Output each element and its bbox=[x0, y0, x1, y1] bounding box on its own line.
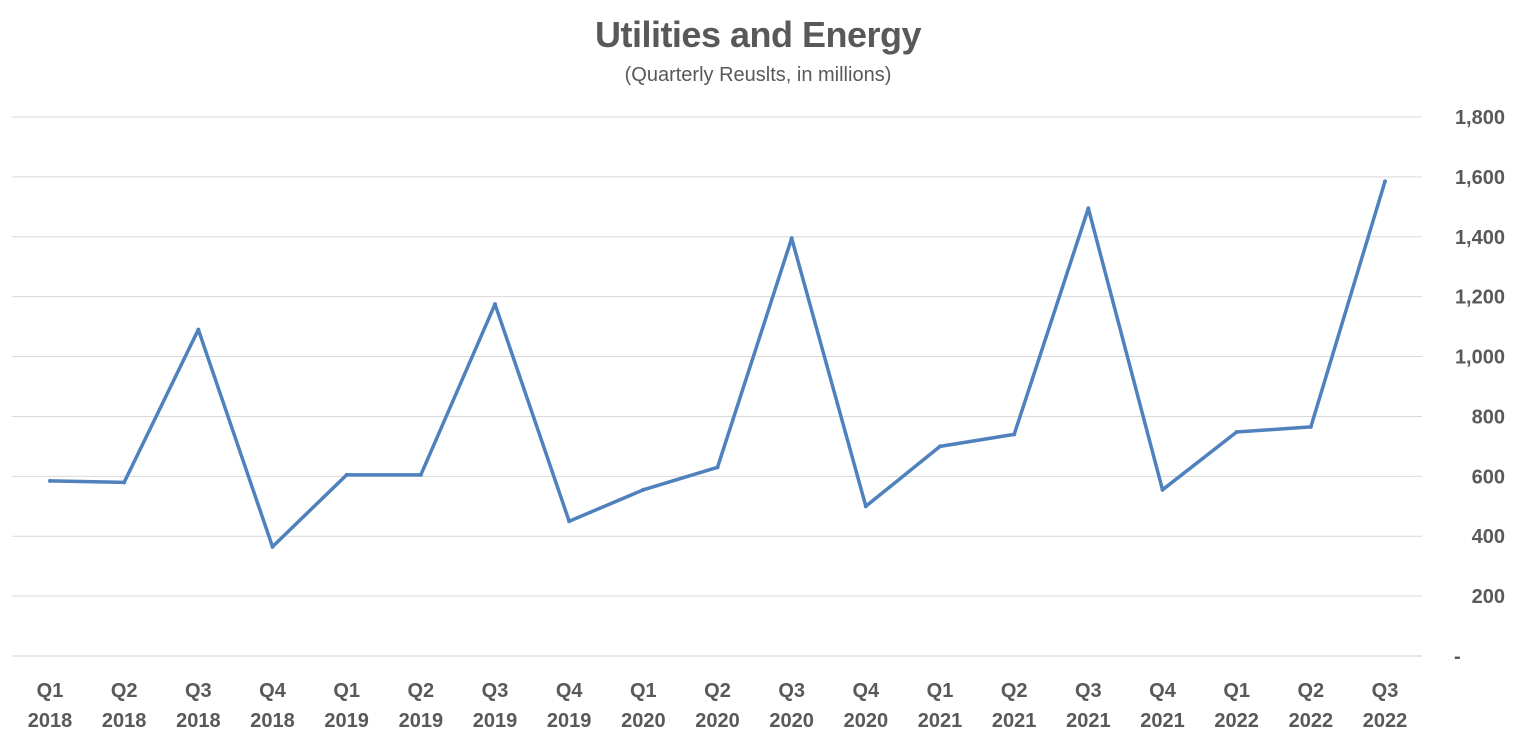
x-tick-year: 2021 bbox=[1140, 710, 1185, 732]
x-tick-quarter: Q2 bbox=[407, 680, 434, 702]
data-point bbox=[1160, 487, 1165, 492]
y-tick-label: 1,000 bbox=[1455, 347, 1505, 369]
y-tick-label: 200 bbox=[1472, 586, 1505, 608]
x-tick-label: Q1 2021 bbox=[918, 680, 963, 732]
x-tick-label: Q2 2019 bbox=[399, 680, 444, 732]
x-tick-quarter: Q2 bbox=[1297, 680, 1324, 702]
x-tick-quarter: Q3 bbox=[1075, 680, 1102, 702]
data-point bbox=[418, 472, 423, 477]
x-tick-quarter: Q3 bbox=[185, 680, 212, 702]
x-tick-quarter: Q4 bbox=[852, 680, 880, 702]
data-point bbox=[715, 465, 720, 470]
data-point bbox=[1308, 424, 1313, 429]
x-tick-year: 2018 bbox=[28, 710, 73, 732]
x-tick-label: Q4 2021 bbox=[1140, 680, 1185, 732]
x-tick-quarter: Q2 bbox=[704, 680, 731, 702]
x-tick-year: 2020 bbox=[621, 710, 666, 732]
x-tick-quarter: Q1 bbox=[927, 680, 954, 702]
data-point bbox=[344, 472, 349, 477]
x-tick-year: 2021 bbox=[1066, 710, 1111, 732]
x-tick-quarter: Q4 bbox=[1149, 680, 1177, 702]
x-tick-label: Q2 2022 bbox=[1289, 680, 1334, 732]
series-group bbox=[48, 179, 1387, 549]
data-point bbox=[48, 478, 52, 483]
x-tick-year: 2022 bbox=[1363, 710, 1408, 732]
x-axis: Q1 2018 Q2 2018 Q3 2018 Q4 2018 Q1 2019 Q2 2019 Q3 20… bbox=[28, 680, 1408, 732]
x-tick-quarter: Q4 bbox=[556, 680, 584, 702]
x-tick-year: 2020 bbox=[769, 710, 814, 732]
y-tick-label: 1,600 bbox=[1455, 167, 1505, 189]
x-tick-year: 2019 bbox=[399, 710, 444, 732]
data-point bbox=[1012, 432, 1017, 437]
x-tick-label: Q4 2020 bbox=[844, 680, 889, 732]
x-tick-year: 2022 bbox=[1289, 710, 1334, 732]
x-tick-year: 2021 bbox=[918, 710, 963, 732]
data-point bbox=[196, 327, 201, 332]
x-tick-quarter: Q2 bbox=[111, 680, 138, 702]
x-tick-year: 2019 bbox=[473, 710, 518, 732]
data-point bbox=[493, 302, 497, 307]
x-tick-quarter: Q3 bbox=[1372, 680, 1399, 702]
x-tick-label: Q2 2020 bbox=[695, 680, 740, 732]
x-tick-label: Q1 2022 bbox=[1214, 680, 1259, 732]
gridlines bbox=[12, 116, 1422, 657]
data-point bbox=[789, 236, 794, 241]
data-point bbox=[863, 504, 868, 509]
data-point bbox=[567, 519, 572, 524]
data-point bbox=[641, 487, 646, 492]
x-tick-quarter: Q1 bbox=[333, 680, 360, 702]
x-tick-label: Q4 2019 bbox=[547, 680, 592, 732]
x-tick-year: 2021 bbox=[992, 710, 1037, 732]
y-tick-label: 1,400 bbox=[1455, 227, 1505, 249]
y-tick-label: 1,800 bbox=[1455, 107, 1505, 129]
x-tick-label: Q2 2018 bbox=[102, 680, 147, 732]
x-tick-label: Q1 2019 bbox=[324, 680, 369, 732]
x-tick-quarter: Q3 bbox=[482, 680, 509, 702]
x-tick-label: Q3 2020 bbox=[769, 680, 814, 732]
data-point bbox=[938, 444, 942, 449]
x-tick-label: Q2 2021 bbox=[992, 680, 1037, 732]
x-tick-label: Q1 2018 bbox=[28, 680, 73, 732]
y-tick-label: 600 bbox=[1472, 466, 1505, 488]
x-tick-quarter: Q2 bbox=[1001, 680, 1028, 702]
x-tick-year: 2020 bbox=[695, 710, 740, 732]
series-line bbox=[48, 179, 1387, 549]
x-tick-year: 2018 bbox=[250, 710, 295, 732]
x-tick-label: Q4 2018 bbox=[250, 680, 295, 732]
data-point bbox=[270, 544, 275, 549]
y-tick-label: 800 bbox=[1472, 406, 1505, 428]
x-tick-year: 2019 bbox=[324, 710, 369, 732]
x-tick-year: 2018 bbox=[102, 710, 147, 732]
data-point bbox=[1383, 179, 1387, 184]
chart-subtitle: (Quarterly Reuslts, in millions) bbox=[624, 64, 892, 86]
x-tick-quarter: Q1 bbox=[1223, 680, 1250, 702]
x-tick-label: Q3 2022 bbox=[1363, 680, 1408, 732]
x-tick-label: Q3 2018 bbox=[176, 680, 221, 732]
x-tick-label: Q3 2021 bbox=[1066, 680, 1111, 732]
x-tick-year: 2018 bbox=[176, 710, 221, 732]
x-tick-quarter: Q4 bbox=[259, 680, 287, 702]
y-axis: - 200 400 600 800 1,000 1,200 1,400 1,600 1,800 bbox=[1454, 107, 1505, 668]
x-tick-quarter: Q3 bbox=[778, 680, 805, 702]
x-tick-quarter: Q1 bbox=[37, 680, 64, 702]
x-tick-year: 2022 bbox=[1214, 710, 1259, 732]
x-tick-year: 2020 bbox=[844, 710, 889, 732]
x-tick-quarter: Q1 bbox=[630, 680, 657, 702]
x-tick-year: 2019 bbox=[547, 710, 592, 732]
x-tick-label: Q1 2020 bbox=[621, 680, 666, 732]
y-tick-label: 1,200 bbox=[1455, 287, 1505, 309]
data-point bbox=[122, 480, 127, 485]
y-tick-label: - bbox=[1454, 646, 1461, 668]
data-point bbox=[1234, 430, 1239, 435]
chart-title: Utilities and Energy bbox=[594, 14, 922, 55]
data-point bbox=[1086, 206, 1091, 211]
x-tick-label: Q3 2019 bbox=[473, 680, 518, 732]
y-tick-label: 400 bbox=[1472, 526, 1505, 548]
